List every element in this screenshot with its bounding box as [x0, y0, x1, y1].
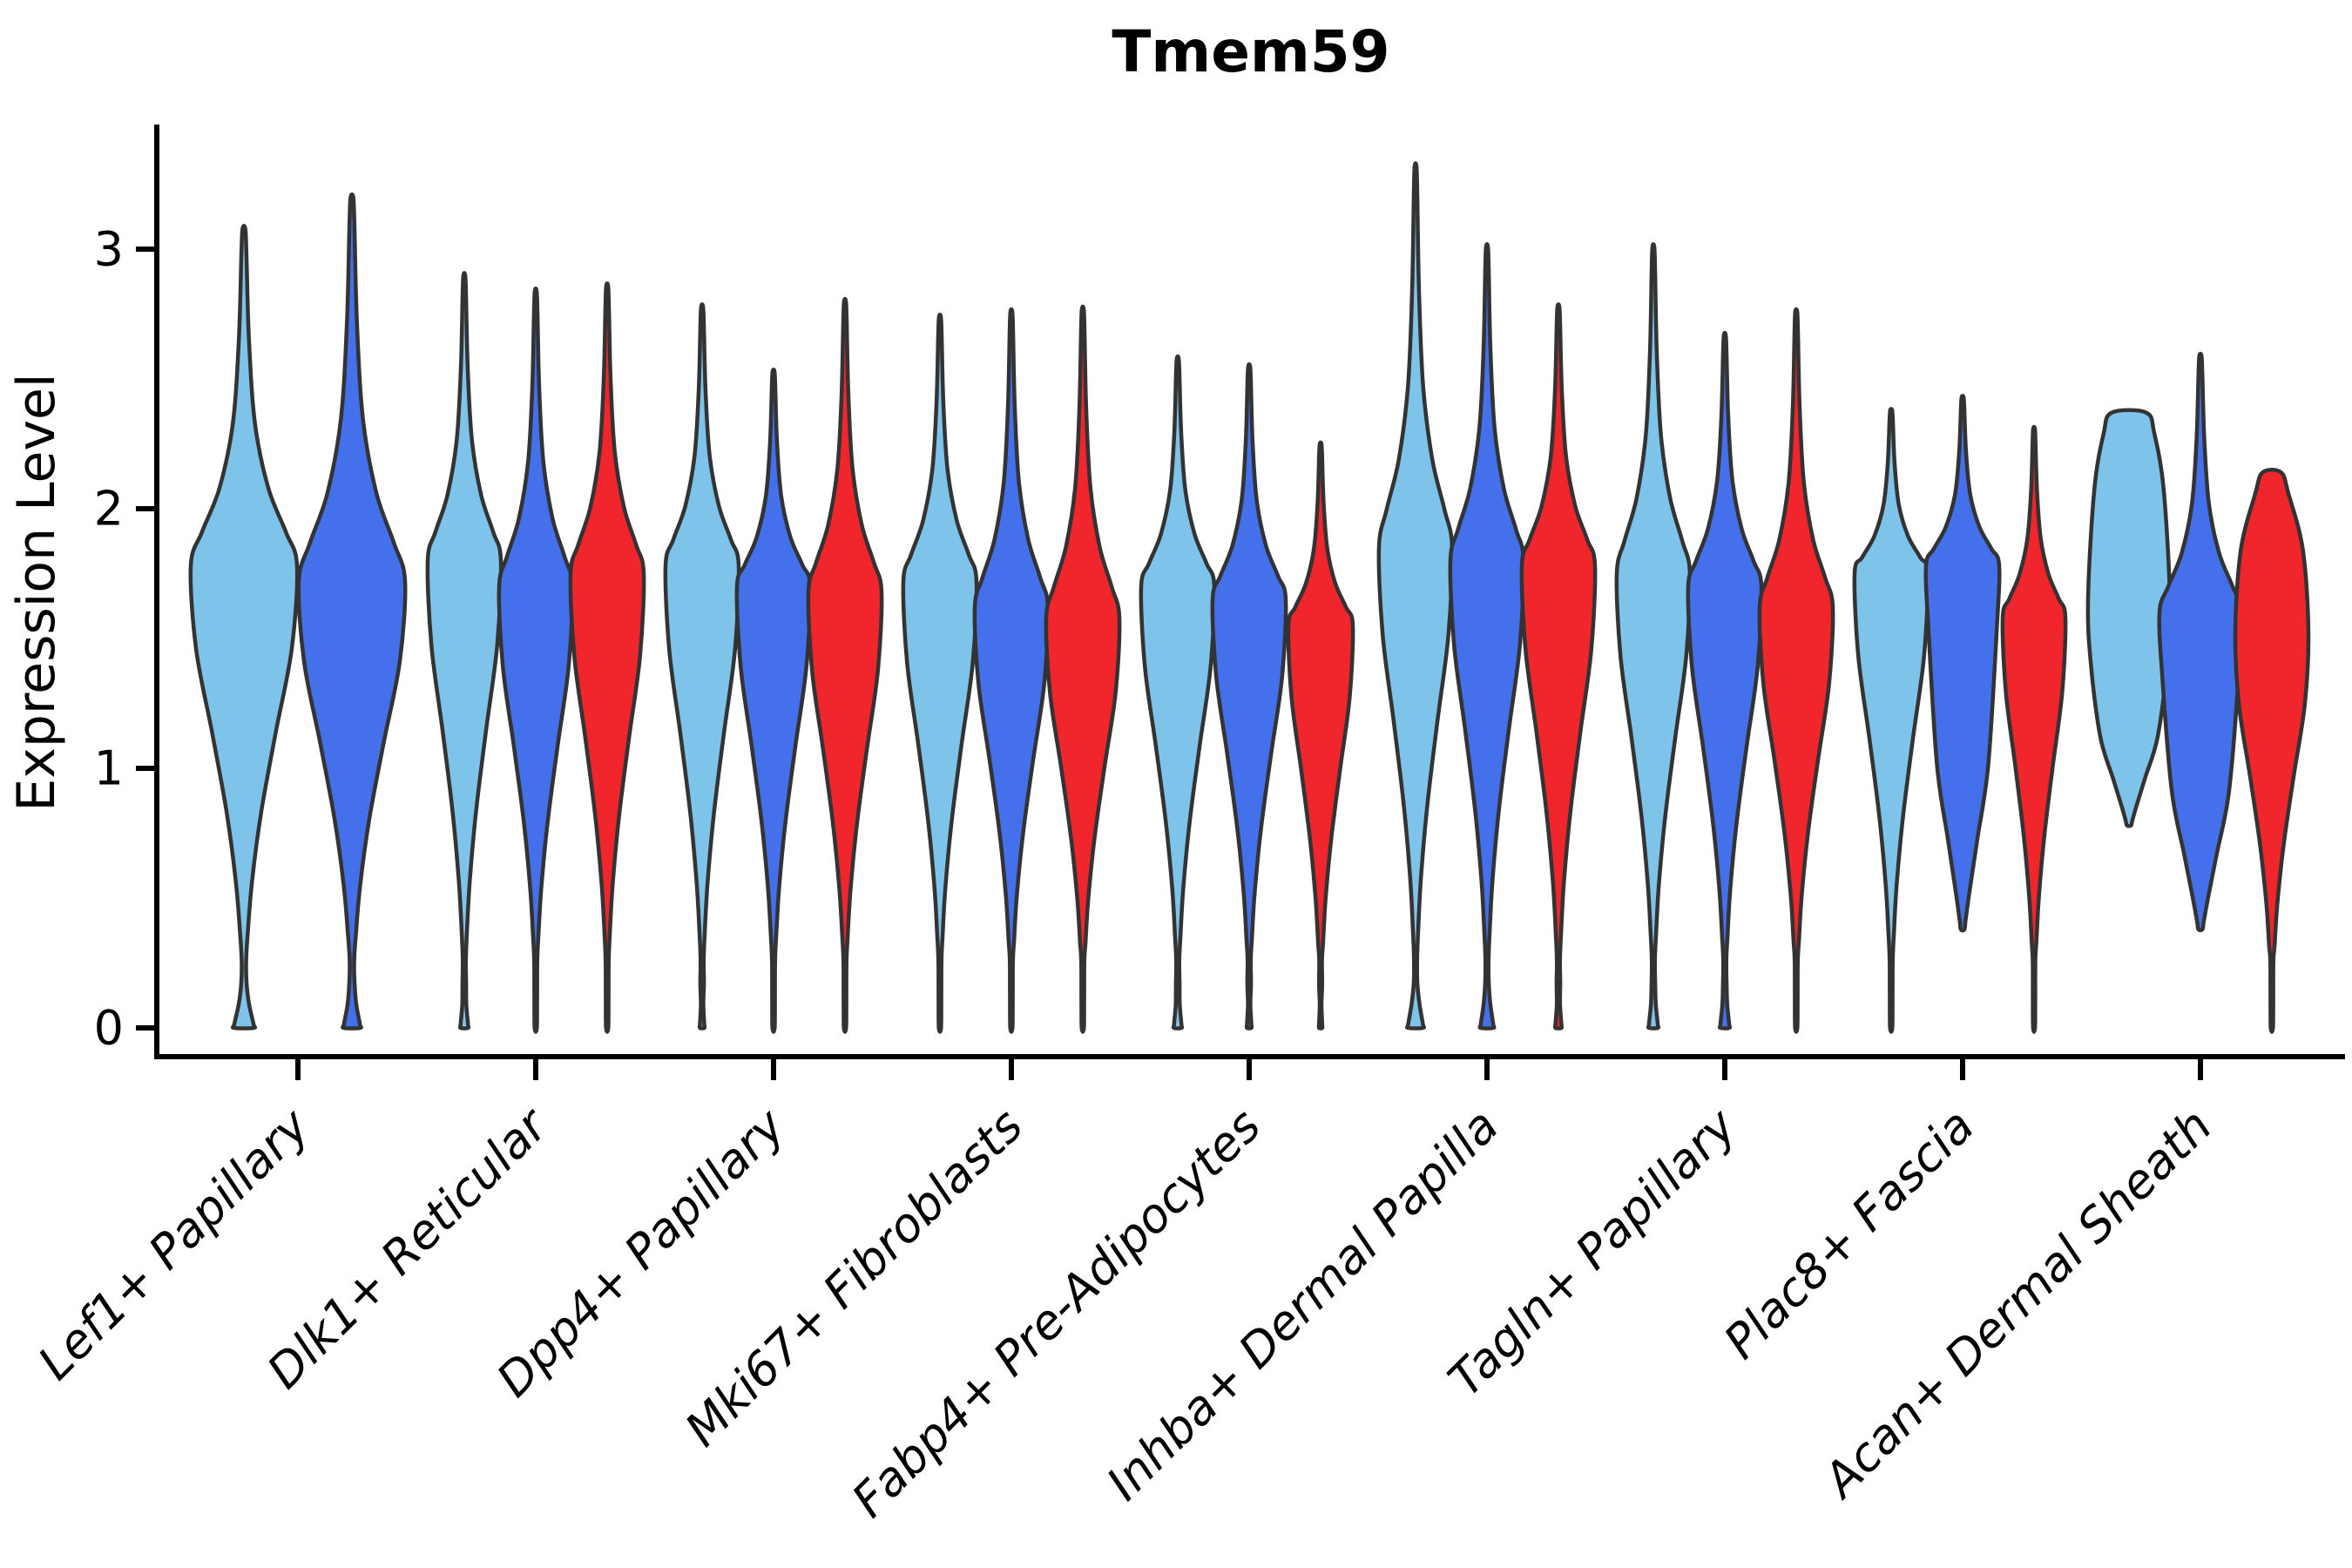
y-axis-label: Expression Level	[6, 373, 67, 811]
x-tick-label-5: Inhba+ Dermal Papilla	[1096, 1098, 1509, 1511]
violin-8-royalblue	[2157, 351, 2244, 933]
y-tick-label-3: 3	[94, 222, 124, 277]
x-tick-label-8: Acan+ Dermal Sheath	[1811, 1098, 2222, 1510]
violin-1-skyblue	[425, 271, 504, 1031]
y-tick-label-0: 0	[94, 1001, 124, 1056]
violin-0-royalblue	[296, 192, 408, 1031]
violin-3-royalblue	[972, 307, 1051, 1034]
violin-6-royalblue	[1686, 330, 1764, 1031]
violin-0-skyblue	[188, 224, 300, 1031]
violin-5-red	[1519, 302, 1598, 1031]
violin-4-skyblue	[1139, 354, 1217, 1031]
violin-3-red	[1044, 304, 1122, 1034]
y-tick-label-2: 2	[94, 482, 124, 537]
violin-7-royalblue	[1923, 394, 2002, 933]
violin-4-red	[1286, 440, 1355, 1031]
violin-5-royalblue	[1448, 242, 1526, 1031]
violin-2-skyblue	[663, 302, 741, 1031]
violin-1-red	[568, 280, 646, 1034]
x-tick-label-7: Plac8+ Fascia	[1713, 1098, 1984, 1369]
violin-7-red	[2000, 424, 2068, 1034]
violin-6-red	[1757, 307, 1835, 1034]
violin-1-royalblue	[497, 286, 575, 1034]
chart-title: Tmem59	[1112, 18, 1389, 85]
violin-6-skyblue	[1614, 241, 1693, 1031]
violin-3-skyblue	[901, 312, 979, 1034]
y-tick-label-1: 1	[94, 741, 124, 796]
violin-4-royalblue	[1210, 362, 1288, 1031]
violin-2-royalblue	[734, 367, 813, 1034]
violin-7-skyblue	[1852, 407, 1930, 1034]
violin-2-red	[806, 296, 884, 1034]
x-tick-label-4: Fabp4+ Pre-Adipocytes	[841, 1098, 1271, 1528]
violin-5-skyblue	[1376, 161, 1455, 1031]
violin-8-red	[2233, 468, 2311, 1034]
